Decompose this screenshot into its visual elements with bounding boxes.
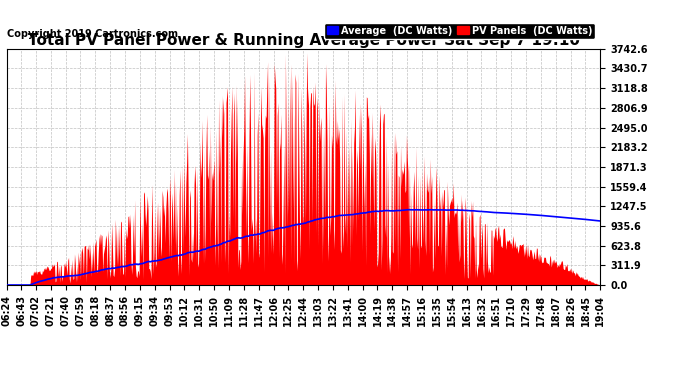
Title: Total PV Panel Power & Running Average Power Sat Sep 7 19:10: Total PV Panel Power & Running Average P… [28,33,580,48]
Text: Copyright 2019 Cartronics.com: Copyright 2019 Cartronics.com [7,29,178,39]
Legend: Average  (DC Watts), PV Panels  (DC Watts): Average (DC Watts), PV Panels (DC Watts) [324,23,595,39]
